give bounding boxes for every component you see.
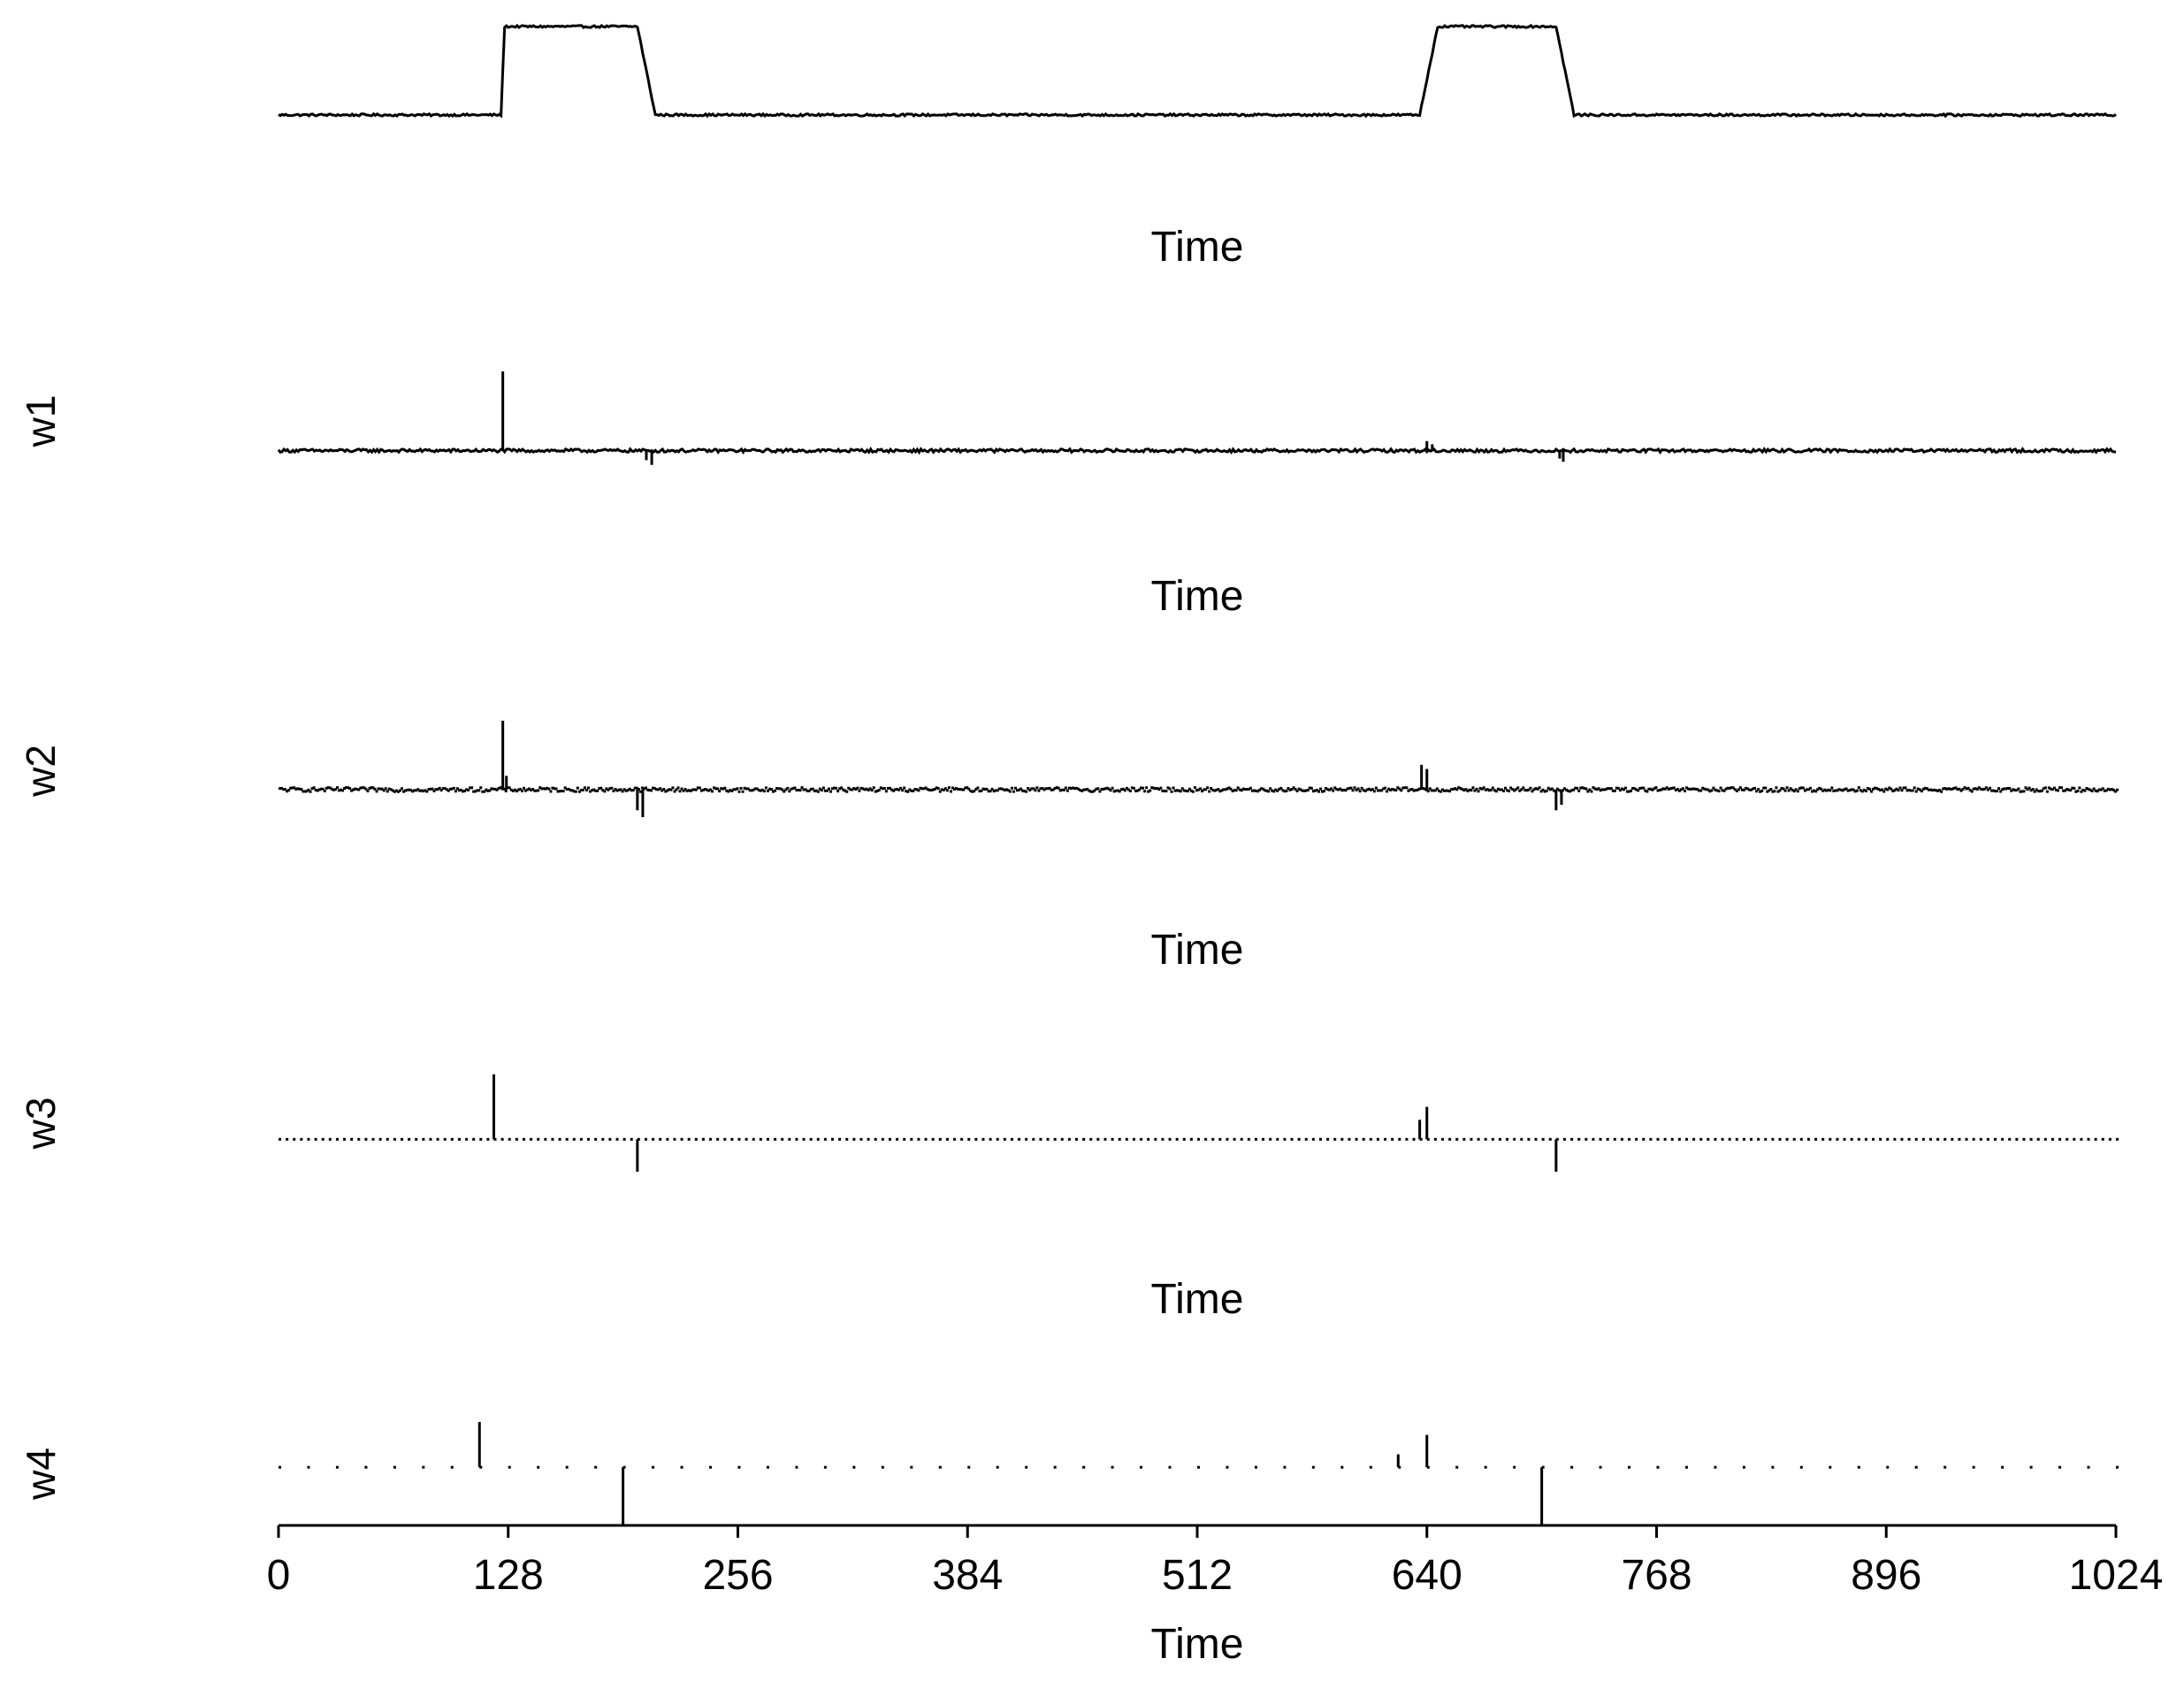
series-line <box>277 447 2117 455</box>
x-tick-label: 512 <box>1162 1552 1233 1599</box>
x-tick-label: 768 <box>1621 1552 1691 1599</box>
x-tick-label: 640 <box>1392 1552 1462 1599</box>
y-axis-label: w1 <box>18 395 64 448</box>
x-tick-label: 256 <box>702 1552 773 1599</box>
x-tick-label: 0 <box>267 1552 291 1599</box>
panel-w1: w1 Time <box>18 371 2117 620</box>
y-axis-label: w3 <box>18 1097 64 1150</box>
series-dots <box>279 786 2119 793</box>
x-tick-label: 384 <box>932 1552 1003 1599</box>
panels: Time w1 Time w2 Time w3 Time w4 0 128 256 384 512 640… <box>18 23 2163 1668</box>
series-line <box>278 23 2117 118</box>
panel-w4: w4 0 128 256 384 512 640 768 896 1024 Time <box>18 1422 2163 1668</box>
x-axis-title: Time <box>1151 927 1244 974</box>
panel-w2: w2 Time <box>18 721 2119 974</box>
panel-signal: Time <box>278 23 2117 271</box>
x-axis-title: Time <box>1151 1621 1244 1668</box>
x-tick-label: 1024 <box>2069 1552 2164 1599</box>
y-axis-label: w2 <box>18 745 64 798</box>
panel-w3: w3 Time <box>18 1074 2119 1323</box>
x-tick-label: 128 <box>473 1552 544 1599</box>
x-axis-title: Time <box>1151 224 1244 271</box>
y-axis-label: w4 <box>18 1448 64 1501</box>
x-axis-title: Time <box>1151 1276 1244 1323</box>
x-tick-label: 896 <box>1851 1552 1921 1599</box>
x-axis-title: Time <box>1151 573 1244 620</box>
